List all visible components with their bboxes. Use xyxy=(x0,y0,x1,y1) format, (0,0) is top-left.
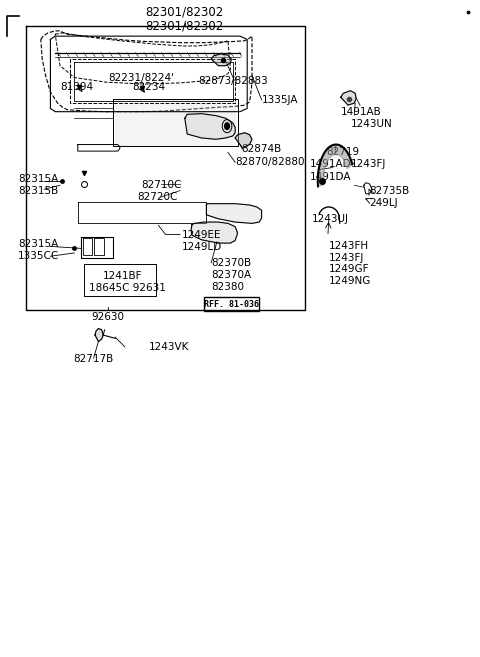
Text: 249LJ: 249LJ xyxy=(370,198,398,208)
Text: 1249EE: 1249EE xyxy=(181,229,221,240)
Text: 1335CC: 1335CC xyxy=(18,251,60,261)
Text: 82870/82880: 82870/82880 xyxy=(235,157,305,168)
Text: 1249NG: 1249NG xyxy=(329,276,371,286)
Circle shape xyxy=(225,123,229,129)
Text: 82717B: 82717B xyxy=(73,354,114,365)
Text: 82380: 82380 xyxy=(211,282,244,292)
Text: 1335JA: 1335JA xyxy=(262,95,298,105)
Text: 18645C 92631: 18645C 92631 xyxy=(89,283,166,294)
Text: 1249GF: 1249GF xyxy=(329,264,369,275)
Text: 82301/82302: 82301/82302 xyxy=(145,5,224,18)
Polygon shape xyxy=(95,328,103,342)
Polygon shape xyxy=(211,54,231,66)
Text: 82315A: 82315A xyxy=(18,173,59,184)
Polygon shape xyxy=(235,133,252,148)
Text: 82370A: 82370A xyxy=(211,269,252,280)
Text: 1243VK: 1243VK xyxy=(149,342,189,352)
Text: 82370B: 82370B xyxy=(211,258,252,268)
Text: 1491AB: 1491AB xyxy=(341,106,382,117)
Text: 1241BF: 1241BF xyxy=(103,271,143,281)
Text: 81394: 81394 xyxy=(60,82,93,93)
Bar xyxy=(204,297,259,311)
Polygon shape xyxy=(318,145,352,187)
Polygon shape xyxy=(206,204,262,223)
Polygon shape xyxy=(341,91,356,105)
Text: 1491DA: 1491DA xyxy=(310,171,351,182)
Text: 1491AD: 1491AD xyxy=(310,159,351,170)
Text: 92630: 92630 xyxy=(92,311,124,322)
Text: 1243FJ: 1243FJ xyxy=(329,252,364,263)
Text: 82710C: 82710C xyxy=(142,179,182,190)
Text: 82315B: 82315B xyxy=(18,185,59,196)
Text: 1243FH: 1243FH xyxy=(329,240,369,251)
Text: 82720C: 82720C xyxy=(137,192,177,202)
Text: 82873/82883: 82873/82883 xyxy=(198,76,268,86)
Text: 1243UN: 1243UN xyxy=(350,118,392,129)
Polygon shape xyxy=(185,114,235,139)
Text: 82301/82302: 82301/82302 xyxy=(145,19,224,32)
Text: 1243FJ: 1243FJ xyxy=(350,159,386,170)
Text: 1249LD: 1249LD xyxy=(181,242,222,252)
Text: 82874B: 82874B xyxy=(241,144,281,154)
Text: 82231/8224': 82231/8224' xyxy=(108,72,174,83)
Text: 82735B: 82735B xyxy=(370,185,410,196)
Text: 82315A: 82315A xyxy=(18,239,59,250)
Text: 82719: 82719 xyxy=(326,147,360,157)
Polygon shape xyxy=(191,222,238,243)
Text: RFF. 81-036: RFF. 81-036 xyxy=(204,300,259,309)
Polygon shape xyxy=(115,100,235,145)
Text: 1243UJ: 1243UJ xyxy=(312,214,349,224)
Text: 82234: 82234 xyxy=(132,82,165,93)
